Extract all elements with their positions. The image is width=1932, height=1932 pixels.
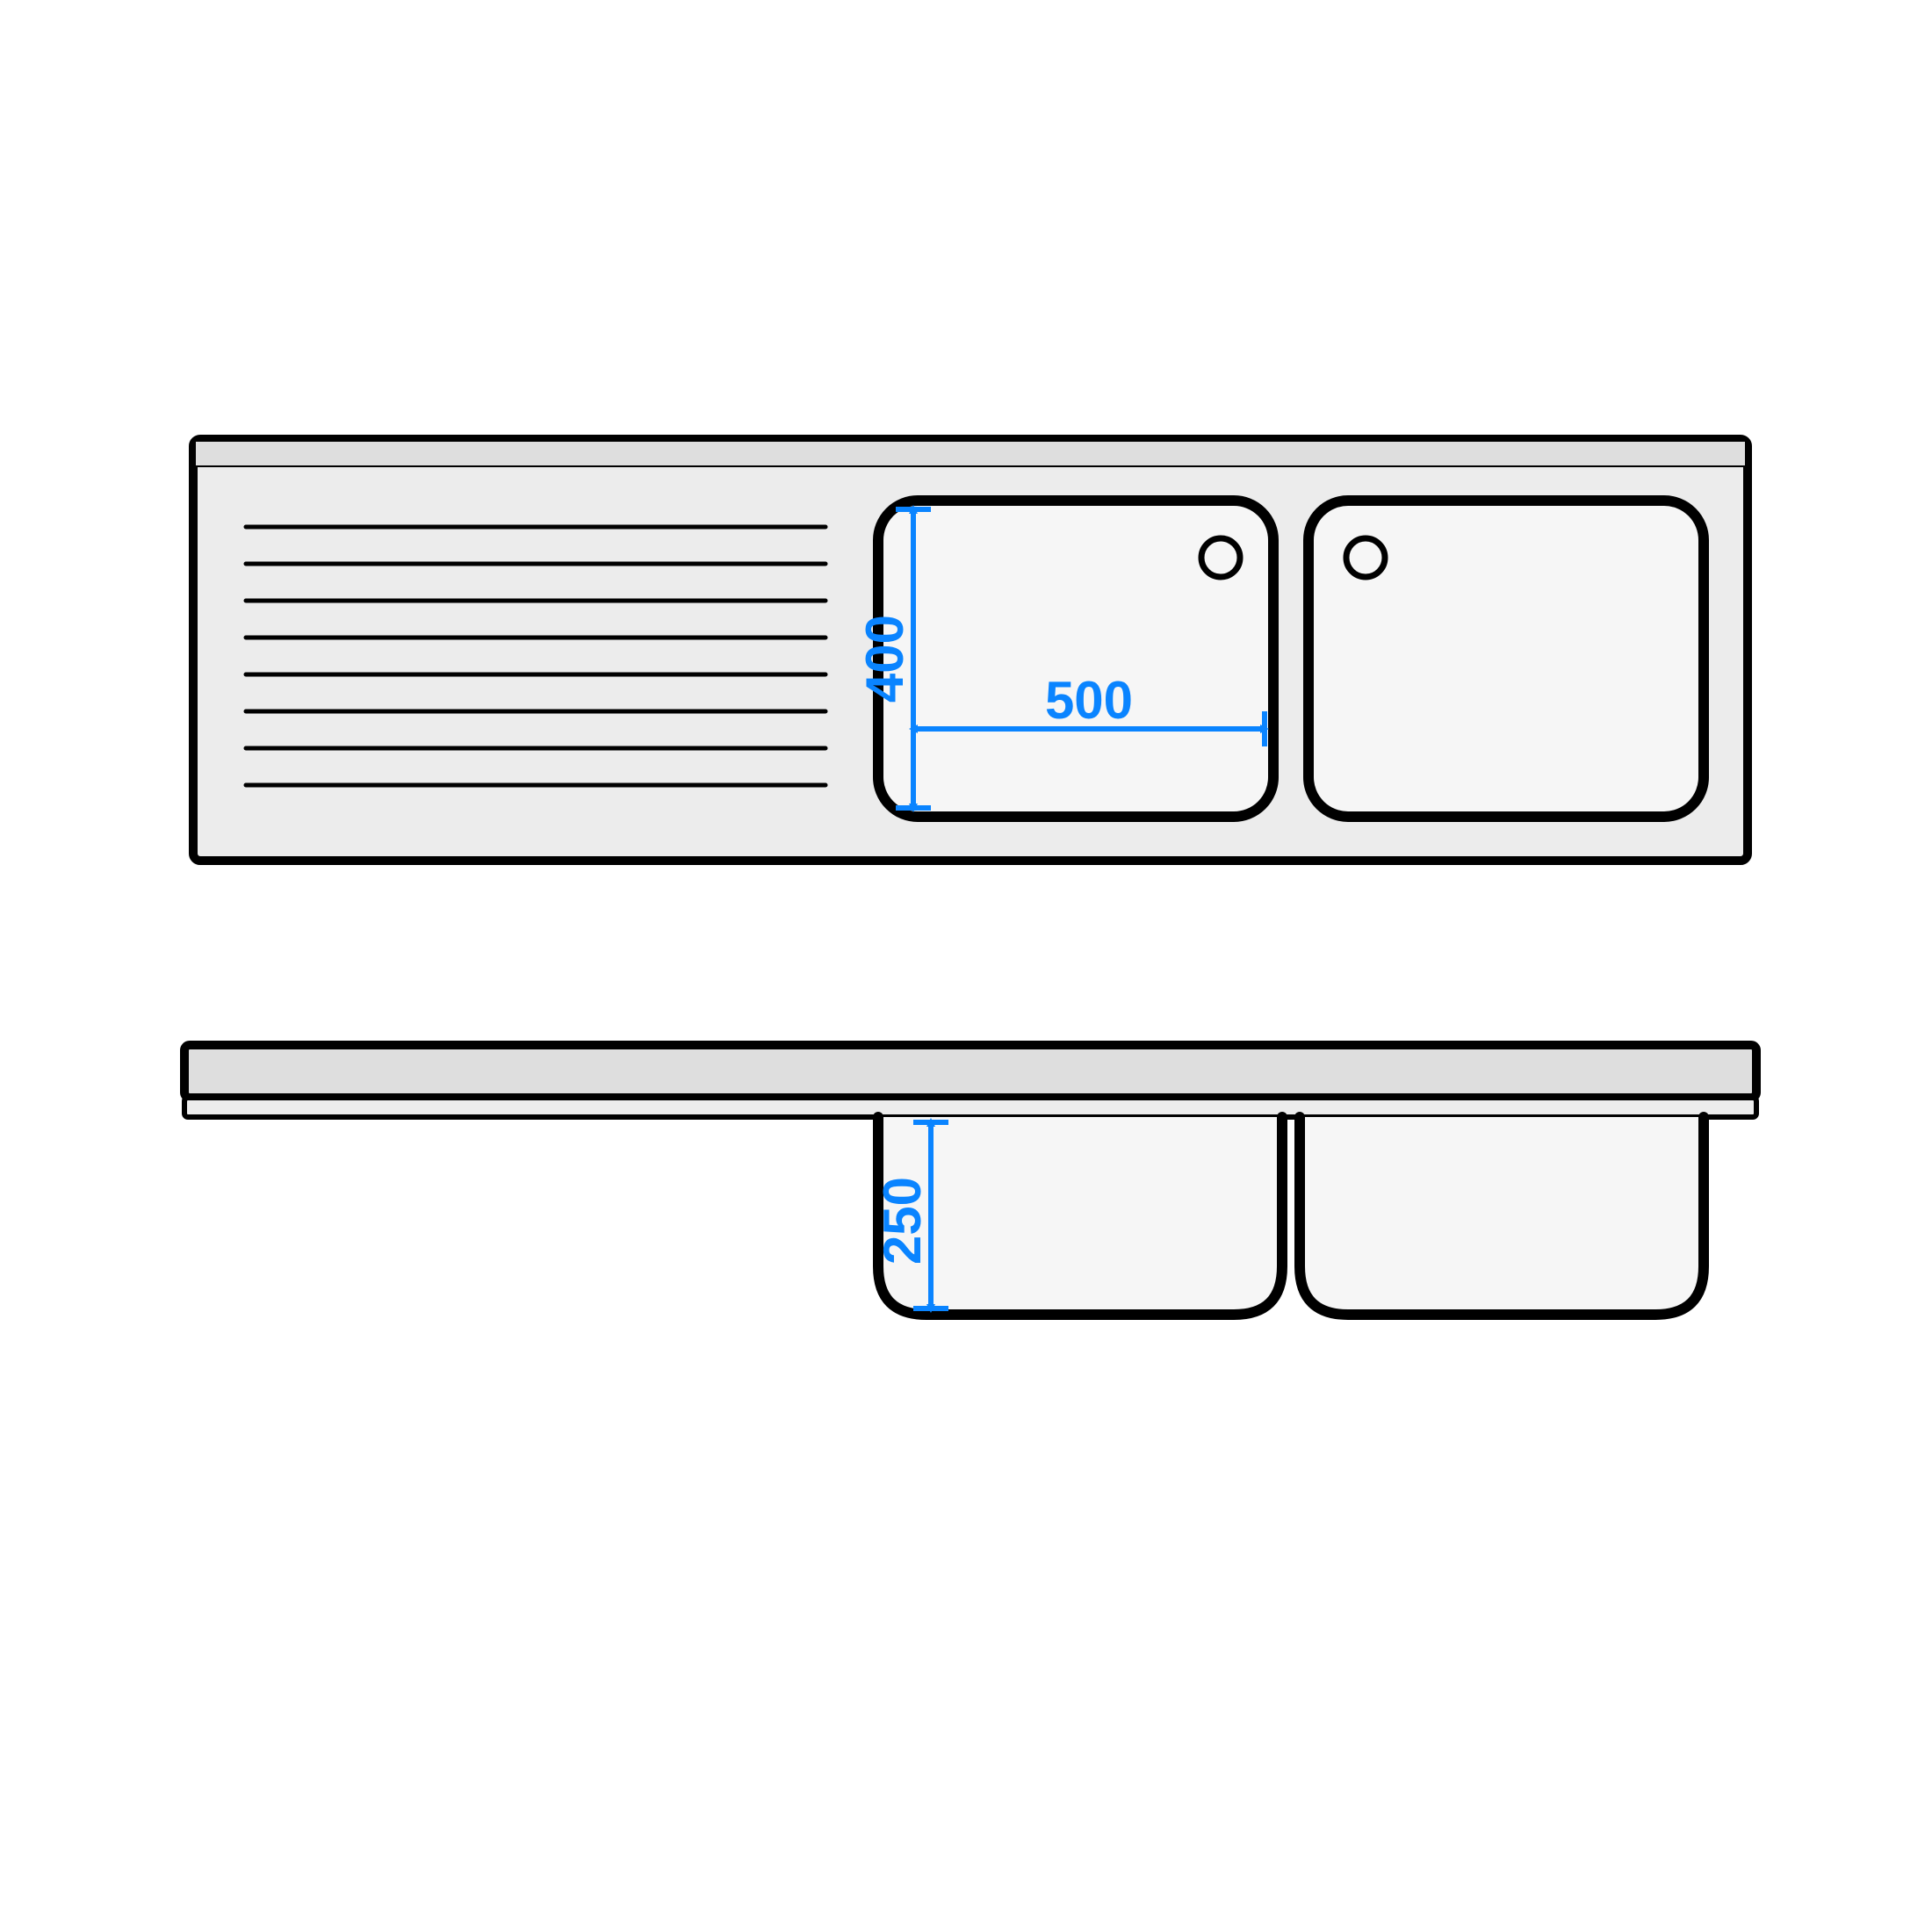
top-view-basin-right [1308, 501, 1704, 817]
dimension-label-height: 400 [855, 615, 914, 703]
side-view-worktop-lip [184, 1098, 1756, 1117]
dimension-label-depth: 250 [873, 1177, 932, 1265]
top-view-basin-left [878, 501, 1273, 817]
side-view-basin-left [878, 1117, 1282, 1315]
side-view-worktop-slab [184, 1045, 1756, 1098]
side-view-basin-right [1300, 1117, 1704, 1315]
dimension-label-width: 500 [1045, 671, 1133, 730]
top-view-backsplash-strip [196, 442, 1745, 465]
